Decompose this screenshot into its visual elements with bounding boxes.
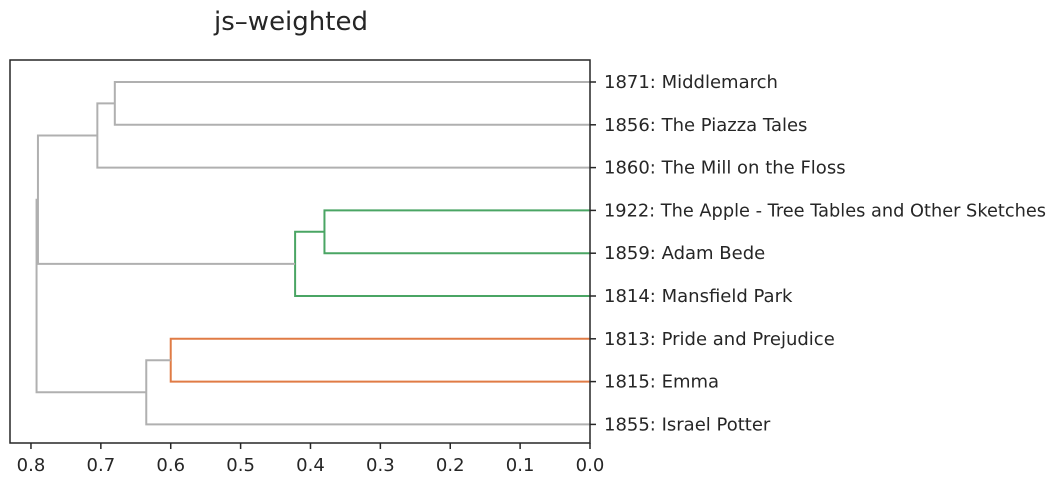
leaf-label: 1814: Mansfield Park	[604, 286, 793, 307]
x-tick-label: 0.5	[226, 455, 255, 476]
leaf-labels: 1871: Middlemarch 1856: The Piazza Tales 1…	[590, 72, 1046, 435]
leaf-label: 1813: Pride and Prejudice	[604, 329, 835, 350]
x-tick-label: 0.0	[576, 455, 605, 476]
x-axis-ticks: 0.8 0.7 0.6 0.5 0.4 0.3 0.2 0.1 0.0	[17, 443, 605, 476]
x-tick-label: 0.3	[366, 455, 395, 476]
dendrogram-link-6	[36, 134, 296, 265]
x-tick-label: 0.8	[17, 455, 46, 476]
leaf-label: 1860: The Mill on the Floss	[604, 158, 846, 179]
x-tick-label: 0.7	[87, 455, 116, 476]
x-tick-label: 0.1	[506, 455, 535, 476]
chart-title: js–weighted	[213, 7, 368, 37]
dendrogram-link-3	[294, 230, 590, 297]
x-tick-label: 0.4	[296, 455, 325, 476]
dendrogram-link-1	[96, 102, 590, 169]
dendrogram-links	[35, 81, 590, 426]
axes-frame	[9, 59, 591, 444]
dendrogram-link-4	[169, 337, 590, 383]
dendrogram-link-5	[145, 359, 590, 426]
leaf-label: 1871: Middlemarch	[604, 72, 778, 93]
x-tick-label: 0.6	[156, 455, 185, 476]
leaf-label: 1815: Emma	[604, 372, 719, 393]
dendrogram-link-2	[323, 209, 590, 255]
leaf-label: 1922: The Apple - Tree Tables and Other …	[604, 200, 1046, 221]
leaf-label: 1855: Israel Potter	[604, 414, 771, 435]
leaf-label: 1856: The Piazza Tales	[604, 115, 807, 136]
leaf-label: 1859: Adam Bede	[604, 243, 765, 264]
x-tick-label: 0.2	[436, 455, 465, 476]
dendrogram-link-7	[35, 198, 147, 394]
dendrogram-link-0	[113, 81, 590, 126]
